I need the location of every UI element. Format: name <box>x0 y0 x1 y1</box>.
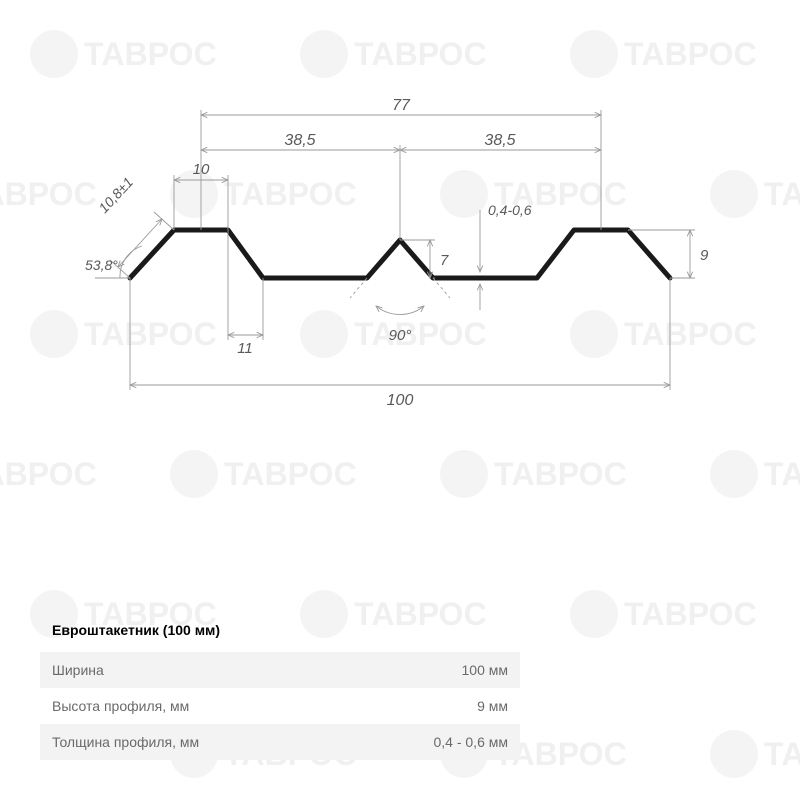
table-row: Толщина профиля, мм 0,4 - 0,6 мм <box>40 724 520 760</box>
watermark: ТАВРОС <box>440 450 627 498</box>
spec-label: Ширина <box>52 662 462 678</box>
dim-text-53-8: 53,8° <box>85 257 118 273</box>
watermark: ТАВРОС <box>570 30 757 78</box>
watermark: ТАВРОС <box>710 450 800 498</box>
watermark: ТАВРОС <box>170 450 357 498</box>
dim-text-77: 77 <box>392 97 411 114</box>
dim-text-10: 10 <box>193 161 210 178</box>
watermark: ТАВРОС <box>710 170 800 218</box>
table-row: Ширина 100 мм <box>40 652 520 688</box>
technical-diagram: 77 38,5 38,5 10 10,8±1 53,8° 11 <box>80 90 720 450</box>
specs-table: Евроштакетник (100 мм) Ширина 100 мм Выс… <box>40 612 520 760</box>
dim-text-11: 11 <box>237 340 253 357</box>
dim-text-9: 9 <box>700 247 709 264</box>
dim-text-38-5-right: 38,5 <box>484 132 515 149</box>
dim-text-90: 90° <box>389 327 412 344</box>
specs-title: Евроштакетник (100 мм) <box>40 612 520 652</box>
spec-value: 0,4 - 0,6 мм <box>433 734 508 750</box>
dim-text-100: 100 <box>387 392 414 409</box>
spec-label: Высота профиля, мм <box>52 698 477 714</box>
dim-11 <box>228 230 263 340</box>
spec-label: Толщина профиля, мм <box>52 734 433 750</box>
dim-angle-90 <box>350 278 450 315</box>
watermark: ТАВРОС <box>300 30 487 78</box>
spec-value: 100 мм <box>462 662 509 678</box>
dim-38-5-left <box>201 145 400 240</box>
dim-77 <box>201 110 601 230</box>
watermark: ТАВРОС <box>30 30 217 78</box>
dim-text-thickness: 0,4-0,6 <box>488 202 532 218</box>
table-row: Высота профиля, мм 9 мм <box>40 688 520 724</box>
dim-text-7: 7 <box>440 252 449 269</box>
dim-text-38-5-left: 38,5 <box>284 132 315 149</box>
watermark: ТАВРОС <box>0 450 97 498</box>
watermark: ТАВРОС <box>710 730 800 778</box>
spec-value: 9 мм <box>477 698 508 714</box>
watermark: ТАВРОС <box>570 590 757 638</box>
dim-text-10-8: 10,8±1 <box>95 174 136 216</box>
